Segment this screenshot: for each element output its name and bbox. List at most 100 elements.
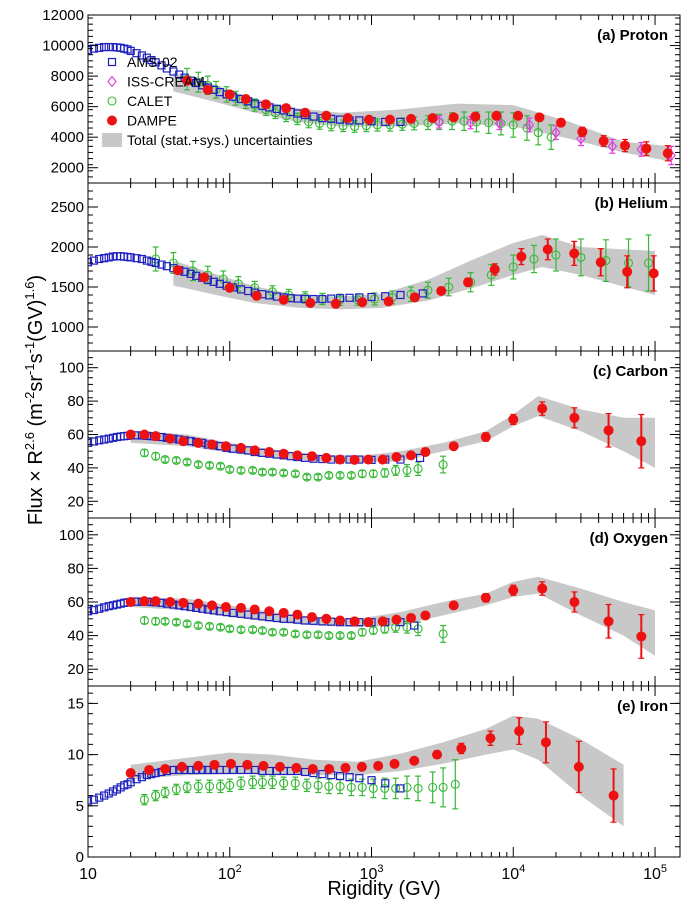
- data-point: [225, 758, 236, 769]
- data-point: [132, 254, 141, 263]
- data-point: [357, 627, 367, 637]
- data-point: [313, 780, 323, 790]
- data-point: [132, 775, 141, 784]
- data-point: [198, 81, 207, 90]
- data-point: [524, 119, 535, 131]
- data-point: [137, 51, 146, 60]
- series-dampe: [125, 401, 647, 469]
- legend-item-band: Total (stat.+sys.) uncertainties: [102, 132, 313, 148]
- data-point: [595, 257, 606, 268]
- panel-plot-area: [88, 715, 624, 827]
- data-point: [448, 600, 459, 611]
- legend-label: ISS-CREAM: [127, 74, 205, 90]
- legend-label: AMS-02: [127, 54, 178, 70]
- data-point: [267, 467, 277, 477]
- data-point: [186, 765, 195, 775]
- data-point: [448, 112, 459, 123]
- data-point: [250, 99, 259, 108]
- data-point: [100, 435, 109, 444]
- data-point: [301, 767, 310, 777]
- data-point: [251, 290, 262, 301]
- data-point: [489, 264, 500, 275]
- data-point: [402, 782, 412, 792]
- data-point: [89, 795, 98, 804]
- data-point: [346, 631, 356, 641]
- data-point: [292, 609, 303, 620]
- data-point: [264, 606, 275, 617]
- data-point: [335, 454, 346, 465]
- data-point: [450, 779, 460, 789]
- panel-label: (a) Proton: [597, 27, 668, 44]
- data-point: [151, 616, 161, 626]
- data-point: [142, 256, 151, 265]
- panel-2: 1000 1500 2000 2500 (b) Helium: [51, 182, 681, 352]
- x-tick-label: 10: [79, 866, 97, 883]
- data-point: [380, 783, 390, 793]
- data-point: [432, 749, 443, 760]
- y-tick-label: 80: [67, 393, 84, 410]
- data-point: [415, 453, 425, 462]
- data-point: [88, 258, 93, 267]
- data-point: [391, 465, 401, 475]
- data-point: [132, 49, 141, 58]
- data-point: [533, 128, 543, 138]
- data-point: [368, 626, 378, 636]
- data-point: [364, 114, 375, 125]
- data-point: [204, 781, 215, 791]
- data-point: [207, 439, 218, 450]
- data-point: [151, 791, 161, 801]
- data-point: [235, 442, 246, 453]
- data-point: [160, 787, 170, 798]
- data-point: [608, 790, 619, 801]
- data-point: [139, 448, 149, 458]
- data-point: [508, 120, 518, 130]
- series-dampe: [182, 75, 673, 162]
- y-tick-label: 12000: [42, 7, 84, 24]
- panel-label: (e) Iron: [617, 698, 668, 715]
- data-point: [171, 784, 181, 794]
- panel-frame: [87, 685, 681, 858]
- panel-plot-area: [88, 576, 655, 659]
- data-point: [220, 441, 231, 452]
- data-point: [88, 438, 93, 447]
- data-point: [644, 258, 654, 268]
- data-point: [448, 441, 459, 452]
- y-tick-label: 2000: [51, 239, 84, 256]
- data-point: [139, 795, 149, 805]
- data-point: [335, 772, 345, 781]
- data-point: [235, 602, 246, 613]
- data-point: [355, 116, 364, 125]
- data-point: [349, 454, 360, 465]
- data-point: [125, 429, 136, 440]
- data-point: [147, 257, 156, 266]
- data-point: [236, 625, 246, 635]
- data-point: [150, 596, 161, 607]
- data-point: [542, 244, 553, 255]
- data-point: [357, 782, 367, 792]
- data-point: [391, 452, 402, 463]
- data-point: [160, 454, 170, 465]
- y-tick-label: 10000: [42, 38, 84, 55]
- data-point: [438, 782, 448, 792]
- data-point: [569, 597, 580, 607]
- data-point: [264, 447, 275, 458]
- data-point: [100, 603, 109, 612]
- data-point: [491, 110, 502, 121]
- data-point: [384, 114, 395, 125]
- data-point: [257, 626, 267, 636]
- data-point: [342, 113, 353, 124]
- data-point: [355, 774, 364, 783]
- y-tick-label: 2000: [51, 160, 84, 177]
- y-tick-label: 20: [67, 493, 84, 510]
- data-point: [265, 291, 274, 300]
- data-point: [413, 783, 423, 793]
- data-point: [215, 622, 226, 632]
- data-point: [107, 115, 117, 126]
- y-tick-label: 1500: [51, 279, 84, 296]
- data-point: [648, 268, 659, 279]
- data-point: [139, 429, 150, 440]
- data-point: [126, 253, 135, 262]
- data-point: [125, 597, 136, 607]
- uncertainty-band: [173, 73, 672, 162]
- data-point: [225, 465, 235, 475]
